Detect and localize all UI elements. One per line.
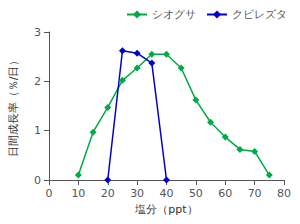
svg-text:0: 0 — [46, 187, 53, 200]
svg-text:塩分（ppt）: 塩分（ppt） — [134, 203, 197, 216]
svg-text:80: 80 — [277, 187, 291, 200]
svg-text:日間成長率（％/日）: 日間成長率（％/日） — [7, 55, 20, 158]
svg-text:3: 3 — [34, 26, 41, 39]
svg-text:20: 20 — [101, 187, 115, 200]
svg-text:60: 60 — [218, 187, 232, 200]
svg-text:シオグサ: シオグサ — [152, 8, 196, 21]
svg-text:2: 2 — [34, 75, 41, 88]
svg-text:70: 70 — [248, 187, 262, 200]
svg-text:クビレズタ: クビレズタ — [232, 8, 287, 21]
svg-text:10: 10 — [71, 187, 85, 200]
svg-text:30: 30 — [130, 187, 144, 200]
svg-text:1: 1 — [34, 124, 41, 137]
svg-text:50: 50 — [189, 187, 203, 200]
svg-text:40: 40 — [160, 187, 174, 200]
svg-text:0: 0 — [34, 174, 41, 187]
